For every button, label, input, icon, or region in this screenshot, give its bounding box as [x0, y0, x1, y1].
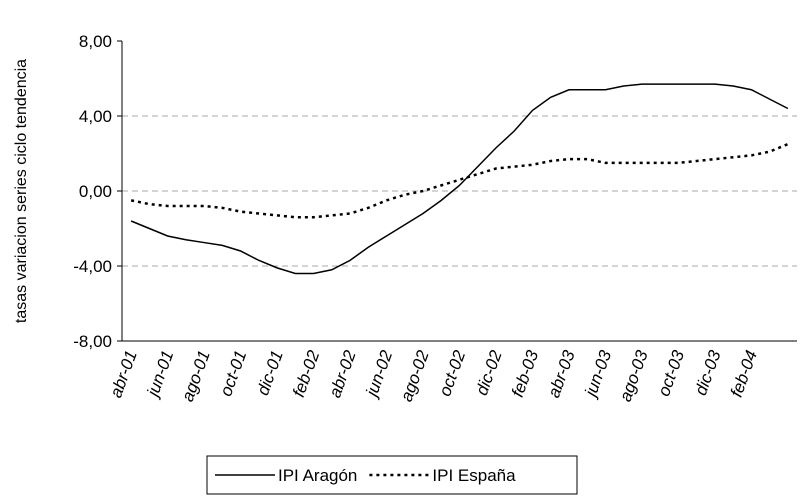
y-tick-label: 4,00 [79, 107, 112, 126]
legend-label: IPI España [432, 466, 516, 485]
x-tick-label: dic-01 [253, 348, 287, 398]
x-tick-label: abr-03 [544, 347, 579, 400]
y-tick-label: -4,00 [73, 257, 112, 276]
series-line [130, 83, 789, 275]
x-tick-label: ago-02 [397, 347, 433, 404]
series-line [130, 142, 789, 219]
x-tick-label: feb-03 [508, 347, 543, 399]
x-tick-label: abr-01 [106, 348, 141, 400]
x-tick-label: jun-02 [362, 347, 397, 400]
x-tick-label: dic-03 [691, 347, 725, 398]
y-tick-label: 0,00 [79, 182, 112, 201]
x-tick-label: feb-04 [727, 348, 761, 400]
x-tick-label: ago-01 [178, 348, 214, 404]
x-tick-label: oct-02 [435, 347, 469, 398]
y-tick-label: 8,00 [79, 32, 112, 51]
x-tick-label: feb-02 [289, 347, 324, 399]
x-tick-label: oct-01 [216, 348, 250, 399]
legend-label: IPI Aragón [278, 466, 357, 485]
y-tick-label: -8,00 [73, 332, 112, 351]
x-tick-label: ago-03 [616, 347, 652, 404]
x-tick-label: oct-03 [654, 347, 688, 398]
x-tick-label: jun-01 [143, 348, 178, 401]
y-axis-title: tasas variacion series ciclo tendencia [13, 59, 30, 323]
x-tick-label: abr-02 [325, 347, 360, 400]
x-tick-label: jun-03 [581, 347, 616, 400]
x-tick-label: dic-02 [472, 347, 506, 398]
